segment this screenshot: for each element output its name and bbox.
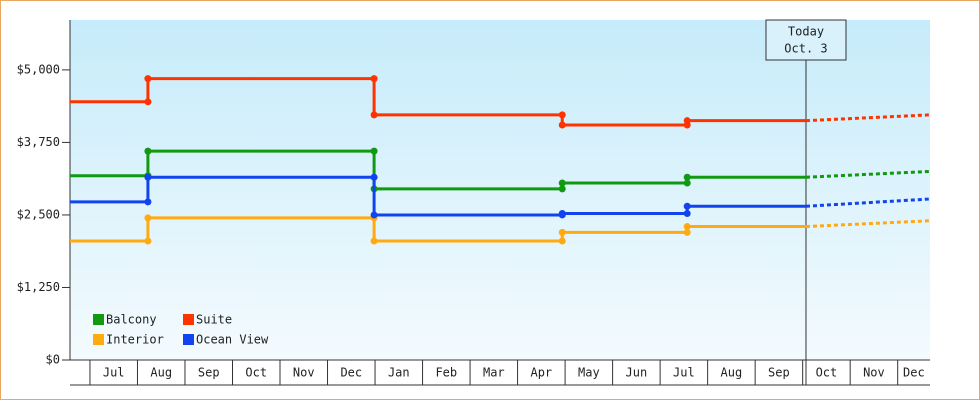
x-tick-label: Mar [483, 366, 505, 380]
x-tick-label: Dec [903, 366, 925, 380]
point [144, 198, 152, 206]
x-tick-label: Nov [863, 366, 885, 380]
y-tick-label: $2,500 [17, 207, 60, 221]
point [144, 173, 152, 181]
x-tick-label: May [578, 366, 600, 380]
point [683, 228, 691, 236]
point [558, 209, 566, 217]
point [683, 223, 691, 231]
x-tick-label: Aug [721, 366, 743, 380]
legend-swatch [93, 334, 104, 345]
point [683, 117, 691, 125]
x-tick-label: Sep [198, 366, 220, 380]
point [370, 111, 378, 119]
point [144, 147, 152, 155]
legend-label: Ocean View [196, 333, 269, 347]
x-tick-label: Apr [530, 366, 552, 380]
x-tick-label: Jun [626, 366, 648, 380]
today-box [765, 19, 847, 61]
y-tick-label: $3,750 [17, 135, 60, 149]
legend-swatch [183, 314, 194, 325]
point [558, 237, 566, 245]
legend-label: Suite [196, 313, 232, 327]
x-tick-label: Oct [816, 366, 838, 380]
point [144, 237, 152, 245]
point [370, 237, 378, 245]
today-label: Today [788, 25, 824, 39]
y-tick-label: $1,250 [17, 280, 60, 294]
y-tick-label: $0 [46, 353, 60, 367]
point [144, 75, 152, 83]
point [370, 147, 378, 155]
point [144, 214, 152, 222]
point [683, 202, 691, 210]
point [144, 98, 152, 106]
x-tick-label: Jul [673, 366, 695, 380]
legend-swatch [183, 334, 194, 345]
series-layer [70, 75, 930, 245]
x-tick-label: Aug [150, 366, 172, 380]
legend-label: Interior [106, 333, 164, 347]
point [683, 209, 691, 217]
point [370, 173, 378, 181]
point [558, 111, 566, 119]
point [558, 179, 566, 187]
x-tick-label: Jul [103, 366, 125, 380]
x-tick-label: Feb [435, 366, 457, 380]
legend-label: Balcony [106, 313, 157, 327]
today-date: Oct. 3 [784, 42, 827, 56]
point [558, 228, 566, 236]
point [558, 121, 566, 129]
point [370, 211, 378, 219]
legend-swatch [93, 314, 104, 325]
x-tick-label: Oct [245, 366, 267, 380]
x-tick-label: Jan [388, 366, 410, 380]
point [683, 173, 691, 181]
y-tick-label: $5,000 [17, 62, 60, 76]
x-tick-label: Dec [340, 366, 362, 380]
x-tick-label: Sep [768, 366, 790, 380]
point [370, 75, 378, 83]
point [558, 185, 566, 193]
point [683, 179, 691, 187]
x-tick-label: Nov [293, 366, 315, 380]
